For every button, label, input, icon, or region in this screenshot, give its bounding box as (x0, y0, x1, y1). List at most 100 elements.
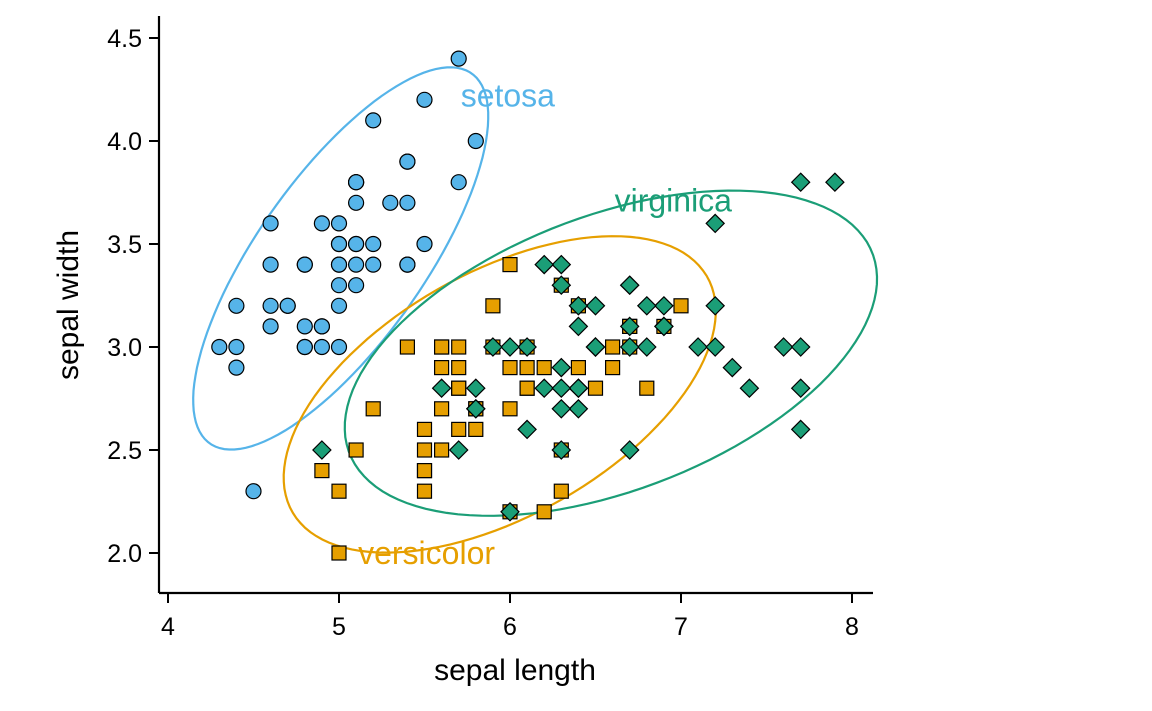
y-axis-ticks: 2.0 2.5 3.0 3.5 4.0 4.5 (107, 25, 159, 568)
versicolor-point (434, 442, 450, 458)
setosa-point (330, 338, 348, 356)
virginica-point (534, 254, 555, 275)
versicolor-point (451, 339, 467, 355)
versicolor-ellipse (282, 235, 717, 554)
virginica-point (551, 357, 572, 378)
virginica-point (705, 295, 726, 316)
versicolor-point (536, 504, 552, 520)
setosa-point (348, 174, 365, 191)
setosa-point (416, 91, 433, 108)
versicolor-point (314, 463, 330, 479)
setosa-point (348, 194, 365, 211)
setosa-label: setosa (461, 78, 555, 114)
virginica-point (465, 398, 486, 419)
versicolor-point (639, 380, 655, 396)
virginica-label: virginica (615, 183, 733, 219)
virginica-point (790, 378, 811, 399)
virginica-point (722, 357, 743, 378)
setosa-point (348, 256, 365, 273)
virginica-point (636, 295, 657, 316)
virginica-point (636, 337, 657, 357)
data-points (211, 50, 845, 561)
virginica-point (773, 337, 794, 357)
y-tick-label: 3.0 (107, 334, 142, 362)
y-tick-label: 3.5 (107, 231, 142, 259)
versicolor-point (451, 421, 467, 437)
setosa-point (313, 338, 330, 356)
virginica-point (500, 337, 520, 357)
setosa-point (228, 359, 245, 376)
setosa-point (399, 194, 416, 211)
virginica-point (654, 316, 674, 337)
setosa-point (330, 297, 348, 314)
setosa-point (416, 235, 433, 253)
versicolor-point (416, 442, 433, 458)
x-tick-label: 8 (845, 613, 859, 641)
versicolor-point (587, 380, 604, 396)
x-tick-label: 5 (332, 613, 346, 641)
versicolor-point (519, 360, 535, 376)
setosa-point (296, 338, 313, 356)
setosa-point (262, 256, 279, 273)
virginica-point (551, 275, 572, 296)
setosa-point (365, 112, 382, 129)
versicolor-point (416, 483, 433, 499)
setosa-point (262, 318, 279, 335)
virginica-point (585, 295, 606, 316)
group-labels: setosa versicolor virginica (358, 78, 732, 571)
virginica-point (705, 337, 726, 357)
virginica-point (619, 337, 640, 357)
setosa-point (313, 318, 330, 335)
virginica-point (500, 501, 520, 522)
virginica-point (465, 378, 486, 399)
setosa-point (450, 174, 467, 191)
setosa-point (365, 235, 382, 253)
setosa-point (262, 297, 279, 314)
setosa-point (296, 318, 313, 335)
versicolor-point (451, 380, 467, 396)
versicolor-point (348, 442, 364, 458)
setosa-point (279, 297, 296, 314)
y-axis-title: sepal width (52, 230, 85, 380)
x-axis-ticks: 4 5 6 7 8 (161, 593, 859, 641)
x-tick-label: 6 (503, 613, 517, 641)
setosa-point (228, 338, 245, 356)
y-tick-label: 4.5 (107, 25, 142, 53)
virginica-point (551, 398, 572, 419)
setosa-point (245, 483, 262, 500)
versicolor-point (365, 401, 381, 417)
setosa-point (450, 50, 467, 67)
versicolor-point (502, 360, 518, 376)
versicolor-point (416, 463, 433, 479)
virginica-point (312, 440, 332, 460)
versicolor-point (434, 360, 450, 376)
virginica-point (619, 275, 640, 296)
x-tick-label: 7 (674, 613, 688, 641)
virginica-point (739, 378, 760, 399)
virginica-point (448, 440, 469, 460)
setosa-point (330, 235, 348, 253)
versicolor-point (673, 298, 689, 314)
setosa-point (348, 235, 365, 253)
virginica-point (568, 316, 589, 337)
axes: 4 5 6 7 8 2.0 2.5 3.0 3.5 4.0 4.5 (107, 16, 873, 641)
setosa-point (330, 277, 348, 294)
virginica-point (654, 295, 674, 316)
virginica-point (705, 213, 726, 234)
virginica-point (551, 440, 572, 460)
virginica-point (790, 419, 811, 440)
virginica-point (517, 419, 537, 440)
setosa-point (296, 256, 313, 273)
virginica-point (790, 172, 811, 193)
versicolor-point (468, 421, 484, 437)
virginica-point (790, 337, 811, 357)
y-tick-label: 2.0 (107, 540, 142, 568)
virginica-point (688, 337, 708, 357)
versicolor-point (434, 401, 450, 417)
setosa-point (330, 215, 348, 232)
y-tick-label: 4.0 (107, 128, 142, 156)
virginica-point (551, 254, 572, 275)
versicolor-point (502, 401, 518, 417)
virginica-point (483, 337, 503, 357)
